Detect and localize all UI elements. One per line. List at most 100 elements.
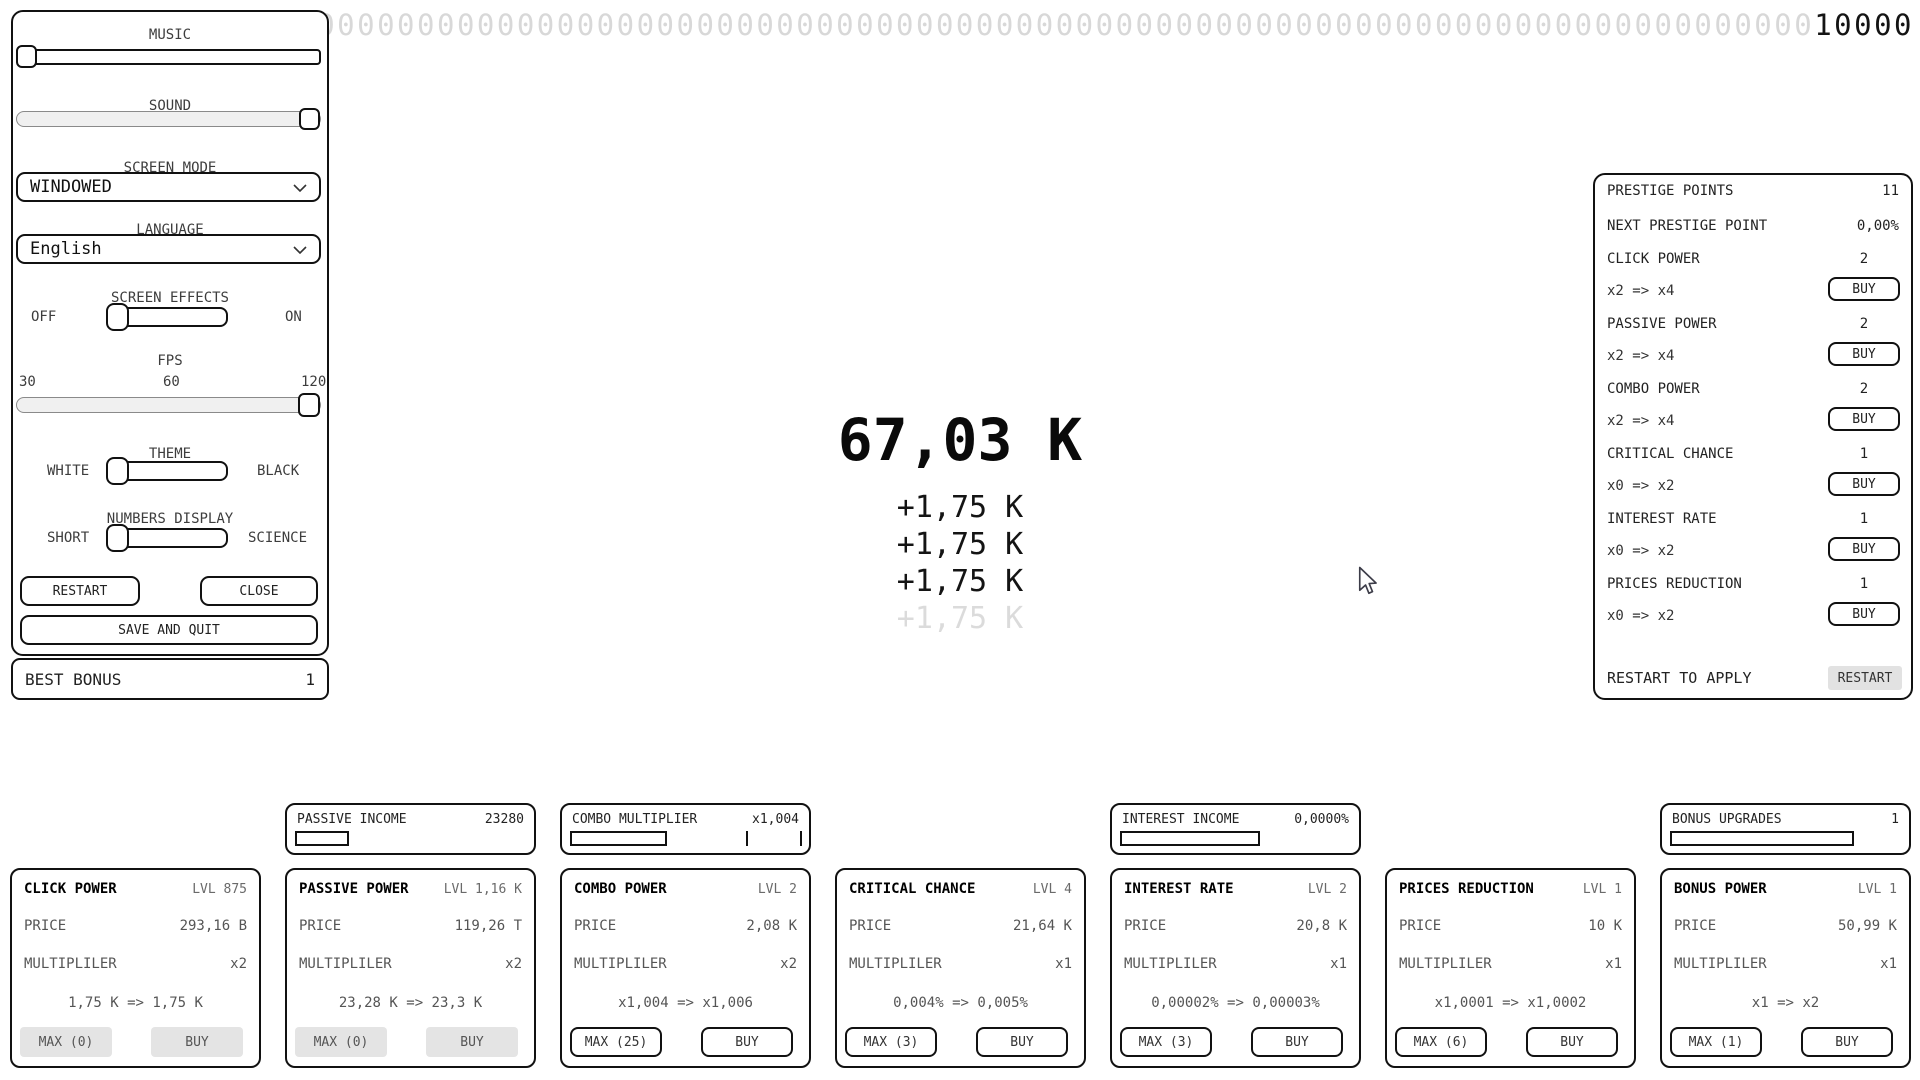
card-title: INTEREST RATE — [1124, 881, 1234, 897]
upgrade-change: x1,004 => x1,006 — [618, 995, 753, 1011]
upgrade-change: 0,00002% => 0,00003% — [1151, 995, 1320, 1011]
upgrade-level: 2 — [1859, 381, 1869, 397]
sound-slider-track[interactable] — [16, 111, 321, 127]
settings-panel: MUSIC SOUND SCREEN MODE WINDOWED LANGUAG… — [11, 10, 329, 656]
card-interest-rate: INTEREST RATE LVL 2 PRICE 20,8 K MULTIPLIL… — [1110, 868, 1361, 1068]
buy-button[interactable]: BUY — [426, 1027, 518, 1057]
prestige-upgrade-interest-rate: INTEREST RATE 1 x0 => x2 BUY — [1595, 511, 1911, 571]
fps-tick-120: 120 — [301, 374, 327, 390]
buy-button[interactable]: BUY — [1828, 537, 1900, 561]
buy-button[interactable]: BUY — [701, 1027, 793, 1057]
card-prices-reduction: PRICES REDUCTION LVL 1 PRICE 10 K MULTIPLI… — [1385, 868, 1636, 1068]
upgrade-level: 2 — [1859, 251, 1869, 267]
prestige-upgrade-click-power: CLICK POWER 2 x2 => x4 BUY — [1595, 251, 1911, 311]
best-bonus-box: BEST BONUS 1 — [11, 658, 329, 700]
upgrade-change: x2 => x4 — [1607, 413, 1675, 429]
buy-button[interactable]: BUY — [1828, 407, 1900, 431]
max-button[interactable]: MAX (3) — [845, 1027, 937, 1057]
theme-white-label: WHITE — [47, 463, 90, 479]
upgrade-change: 23,28 K => 23,3 K — [338, 995, 483, 1011]
income-label: COMBO MULTIPLIER — [572, 812, 698, 827]
card-bonus-power: BONUS POWER LVL 1 PRICE 50,99 K MULTIPLILE… — [1660, 868, 1911, 1068]
sound-slider-handle[interactable] — [299, 108, 320, 130]
max-button[interactable]: MAX (0) — [295, 1027, 387, 1057]
combo-multiplier-box: COMBO MULTIPLIER x1,004 — [560, 803, 811, 855]
language-select[interactable]: English — [16, 234, 321, 264]
card-level: LVL 2 — [1307, 882, 1347, 897]
card-title: CLICK POWER — [24, 881, 117, 897]
buy-button[interactable]: BUY — [1828, 472, 1900, 496]
buy-button[interactable]: BUY — [1526, 1027, 1618, 1057]
upgrade-change: x1,0001 => x1,0002 — [1434, 995, 1587, 1011]
language-value: English — [30, 239, 102, 259]
multiplier-value: x1 — [1605, 956, 1622, 972]
price-value: 2,08 K — [746, 918, 797, 934]
tick-mark — [800, 831, 802, 846]
mouse-cursor-icon — [1356, 566, 1380, 600]
music-label: MUSIC — [148, 27, 192, 43]
max-button[interactable]: MAX (0) — [20, 1027, 112, 1057]
multiplier-value: x1 — [1330, 956, 1347, 972]
numbers-science-label: SCIENCE — [248, 530, 308, 546]
screen-mode-value: WINDOWED — [30, 177, 112, 197]
fps-slider-handle[interactable] — [298, 393, 320, 417]
price-label: PRICE — [299, 918, 342, 934]
upgrade-name: PASSIVE POWER — [1607, 316, 1717, 332]
theme-toggle-handle[interactable] — [106, 457, 129, 485]
screen-mode-select[interactable]: WINDOWED — [16, 172, 321, 202]
price-label: PRICE — [1674, 918, 1717, 934]
screen-effects-off-label: OFF — [31, 309, 57, 325]
prestige-panel: PRESTIGE POINTS 11 NEXT PRESTIGE POINT 0… — [1593, 173, 1913, 700]
upgrade-name: INTEREST RATE — [1607, 511, 1717, 527]
price-value: 50,99 K — [1837, 918, 1897, 934]
buy-button[interactable]: BUY — [1828, 277, 1900, 301]
buy-button[interactable]: BUY — [1251, 1027, 1343, 1057]
odometer-value: 10000 — [1814, 8, 1914, 42]
bonus-upgrades-box: BONUS UPGRADES 1 — [1660, 803, 1911, 855]
numbers-toggle-handle[interactable] — [106, 524, 129, 552]
buy-button[interactable]: BUY — [151, 1027, 243, 1057]
upgrade-level: 1 — [1859, 446, 1869, 462]
income-value: 23280 — [484, 812, 524, 827]
prestige-points-label: PRESTIGE POINTS — [1607, 183, 1734, 199]
price-value: 10 K — [1588, 918, 1622, 934]
price-label: PRICE — [849, 918, 892, 934]
buy-button[interactable]: BUY — [976, 1027, 1068, 1057]
save-and-quit-button[interactable]: SAVE AND QUIT — [20, 615, 318, 645]
upgrade-name: CLICK POWER — [1607, 251, 1700, 267]
buy-button[interactable]: BUY — [1801, 1027, 1893, 1057]
click-gain-popup: +1,75 K — [896, 564, 1024, 599]
multiplier-label: MULTIPLILER — [1124, 956, 1217, 972]
upgrade-change: x0 => x2 — [1607, 608, 1675, 624]
upgrade-change: x2 => x4 — [1607, 283, 1675, 299]
price-value: 20,8 K — [1296, 918, 1347, 934]
music-slider-handle[interactable] — [16, 45, 37, 68]
income-label: BONUS UPGRADES — [1672, 812, 1782, 827]
numbers-display-label: NUMBERS DISPLAY — [106, 511, 234, 527]
progress-bar — [570, 831, 667, 846]
prestige-restart-button[interactable]: RESTART — [1828, 666, 1902, 690]
income-value: 1 — [1891, 812, 1899, 827]
max-button[interactable]: MAX (3) — [1120, 1027, 1212, 1057]
max-button[interactable]: MAX (25) — [570, 1027, 662, 1057]
upgrade-name: COMBO POWER — [1607, 381, 1700, 397]
card-level: LVL 875 — [192, 882, 247, 897]
card-title: CRITICAL CHANCE — [849, 881, 976, 897]
chevron-down-icon — [293, 239, 307, 259]
restart-button[interactable]: RESTART — [20, 576, 140, 606]
multiplier-value: x2 — [230, 956, 247, 972]
card-passive-power: PASSIVE POWER LVL 1,16 K PRICE 119,26 T MU… — [285, 868, 536, 1068]
screen-effects-toggle-handle[interactable] — [106, 303, 129, 331]
buy-button[interactable]: BUY — [1828, 602, 1900, 626]
music-slider-track[interactable] — [16, 49, 321, 65]
best-bonus-label: BEST BONUS — [25, 669, 122, 689]
close-button[interactable]: CLOSE — [200, 576, 318, 606]
numbers-short-label: SHORT — [47, 530, 90, 546]
max-button[interactable]: MAX (1) — [1670, 1027, 1762, 1057]
balance-display: 67,03 K — [837, 406, 1083, 474]
max-button[interactable]: MAX (6) — [1395, 1027, 1487, 1057]
fps-slider-track[interactable] — [16, 397, 321, 413]
price-value: 21,64 K — [1012, 918, 1072, 934]
score-odometer: 0000000000000000000000000000000000000000… — [257, 8, 1914, 42]
buy-button[interactable]: BUY — [1828, 342, 1900, 366]
